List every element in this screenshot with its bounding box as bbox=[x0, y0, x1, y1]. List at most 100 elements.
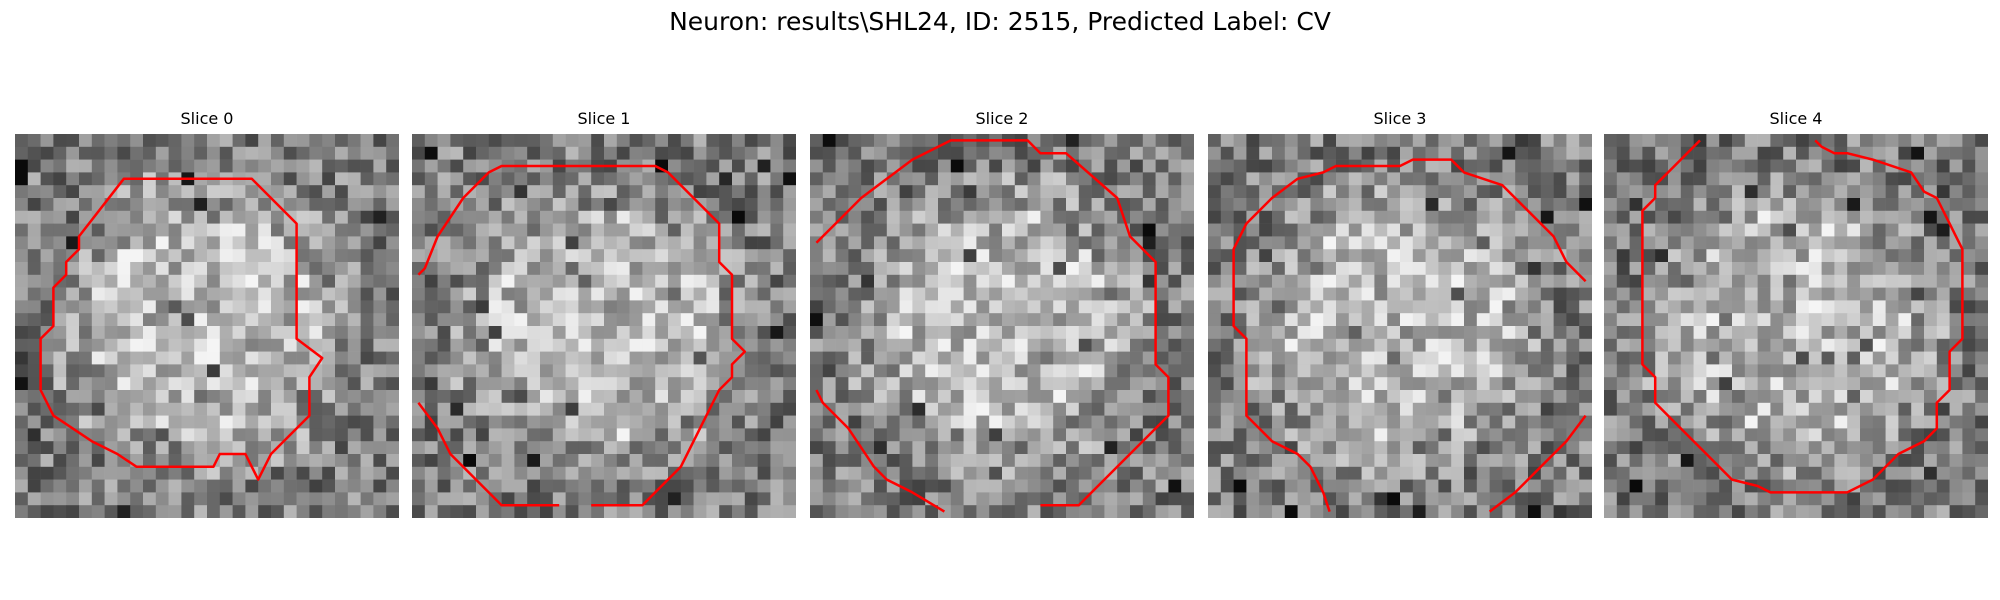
image-pixel bbox=[1616, 454, 1630, 468]
image-pixel bbox=[232, 415, 246, 429]
image-pixel bbox=[1412, 172, 1426, 186]
image-pixel bbox=[1757, 415, 1771, 429]
image-pixel bbox=[155, 377, 169, 391]
image-pixel bbox=[501, 492, 515, 506]
image-pixel bbox=[360, 223, 374, 237]
image-pixel bbox=[1117, 364, 1131, 378]
image-pixel bbox=[1168, 146, 1182, 160]
image-pixel bbox=[1808, 338, 1822, 352]
image-pixel bbox=[1002, 351, 1016, 365]
image-pixel bbox=[1770, 326, 1784, 340]
image-pixel bbox=[1668, 505, 1682, 518]
image-pixel bbox=[680, 287, 694, 301]
image-pixel bbox=[668, 300, 682, 314]
image-pixel bbox=[732, 172, 746, 186]
image-pixel bbox=[770, 274, 784, 288]
image-pixel bbox=[373, 287, 387, 301]
image-pixel bbox=[347, 274, 361, 288]
image-pixel bbox=[1924, 185, 1938, 199]
image-pixel bbox=[40, 262, 54, 276]
image-pixel bbox=[463, 210, 477, 224]
image-pixel bbox=[1272, 402, 1286, 416]
image-pixel bbox=[950, 466, 964, 480]
image-pixel bbox=[963, 185, 977, 199]
image-pixel bbox=[437, 249, 451, 263]
image-pixel bbox=[1949, 134, 1963, 148]
image-pixel bbox=[1336, 377, 1350, 391]
image-pixel bbox=[1348, 351, 1362, 365]
image-pixel bbox=[488, 236, 502, 250]
image-pixel bbox=[309, 326, 323, 340]
image-pixel bbox=[822, 364, 836, 378]
image-pixel bbox=[1693, 198, 1707, 212]
image-pixel bbox=[565, 249, 579, 263]
image-pixel bbox=[104, 326, 118, 340]
image-pixel bbox=[1246, 428, 1260, 442]
image-pixel bbox=[540, 466, 554, 480]
image-pixel bbox=[899, 172, 913, 186]
image-pixel bbox=[1425, 159, 1439, 173]
image-pixel bbox=[835, 159, 849, 173]
image-pixel bbox=[899, 441, 913, 455]
image-pixel bbox=[1655, 287, 1669, 301]
image-pixel bbox=[514, 492, 528, 506]
slice-image bbox=[810, 134, 1194, 518]
image-pixel bbox=[950, 236, 964, 250]
image-pixel bbox=[181, 428, 195, 442]
image-pixel bbox=[488, 146, 502, 160]
image-pixel bbox=[565, 262, 579, 276]
image-pixel bbox=[1629, 210, 1643, 224]
image-pixel bbox=[629, 223, 643, 237]
image-pixel bbox=[27, 479, 41, 493]
image-pixel bbox=[822, 198, 836, 212]
image-pixel bbox=[1680, 210, 1694, 224]
image-pixel bbox=[950, 159, 964, 173]
image-pixel bbox=[1002, 326, 1016, 340]
image-pixel bbox=[1744, 210, 1758, 224]
image-pixel bbox=[296, 313, 310, 327]
image-pixel bbox=[1027, 198, 1041, 212]
image-pixel bbox=[963, 326, 977, 340]
image-pixel bbox=[91, 505, 105, 518]
image-pixel bbox=[1438, 172, 1452, 186]
image-pixel bbox=[207, 236, 221, 250]
image-pixel bbox=[347, 351, 361, 365]
image-pixel bbox=[1027, 159, 1041, 173]
image-pixel bbox=[79, 274, 93, 288]
image-pixel bbox=[899, 198, 913, 212]
image-pixel bbox=[1027, 313, 1041, 327]
image-pixel bbox=[810, 402, 824, 416]
image-pixel bbox=[604, 466, 618, 480]
image-pixel bbox=[309, 185, 323, 199]
image-pixel bbox=[194, 338, 208, 352]
image-pixel bbox=[117, 492, 131, 506]
image-pixel bbox=[527, 492, 541, 506]
image-pixel bbox=[66, 223, 80, 237]
image-pixel bbox=[938, 236, 952, 250]
image-pixel bbox=[1642, 185, 1656, 199]
image-pixel bbox=[1400, 287, 1414, 301]
image-pixel bbox=[1233, 198, 1247, 212]
image-pixel bbox=[79, 441, 93, 455]
image-pixel bbox=[79, 364, 93, 378]
image-pixel bbox=[1078, 313, 1092, 327]
image-pixel bbox=[1553, 466, 1567, 480]
image-pixel bbox=[1783, 441, 1797, 455]
image-pixel bbox=[104, 428, 118, 442]
image-pixel bbox=[1680, 505, 1694, 518]
image-pixel bbox=[283, 351, 297, 365]
image-pixel bbox=[1066, 390, 1080, 404]
image-pixel bbox=[1553, 236, 1567, 250]
image-pixel bbox=[309, 300, 323, 314]
image-pixel bbox=[424, 134, 438, 148]
image-pixel bbox=[514, 454, 528, 468]
image-pixel bbox=[258, 338, 272, 352]
image-pixel bbox=[976, 402, 990, 416]
image-pixel bbox=[1438, 479, 1452, 493]
image-pixel bbox=[53, 262, 67, 276]
image-pixel bbox=[1604, 262, 1618, 276]
image-pixel bbox=[604, 326, 618, 340]
image-pixel bbox=[810, 454, 824, 468]
image-pixel bbox=[1078, 402, 1092, 416]
image-pixel bbox=[732, 159, 746, 173]
